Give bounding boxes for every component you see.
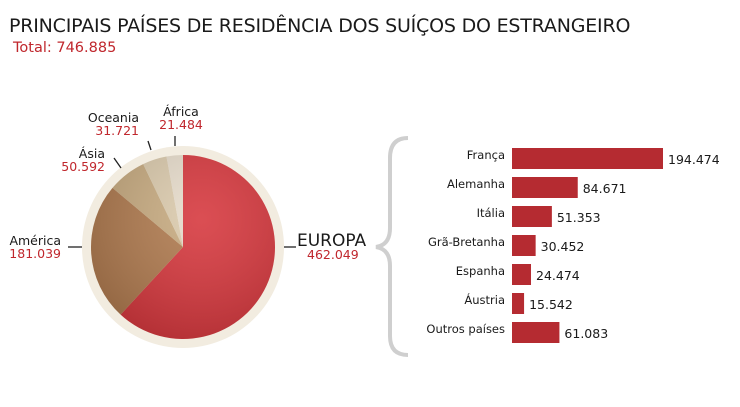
bar	[512, 293, 525, 314]
bar-category-label: Grã-Bretanha	[428, 235, 505, 249]
leader-line	[113, 157, 122, 169]
bar-category-label: Áustria	[464, 292, 505, 307]
bar-category-label: Itália	[477, 206, 505, 220]
bar	[512, 177, 578, 198]
brace	[375, 136, 409, 357]
pie-slices	[90, 155, 276, 340]
bar	[512, 322, 560, 343]
slice-value: 462.049	[307, 247, 359, 262]
slice-label: Ásia	[79, 146, 105, 161]
slice-label: Oceania	[88, 110, 139, 125]
slice-value: 181.039	[9, 246, 61, 261]
slice-label: África	[163, 104, 199, 119]
bar	[512, 264, 532, 285]
bar-value-label: 194.474	[668, 152, 720, 167]
bar-value-label: 24.474	[536, 268, 580, 283]
bar-value-label: 30.452	[541, 239, 585, 254]
bar-category-label: Espanha	[456, 264, 505, 278]
bar-category-label: Outros países	[426, 322, 505, 336]
slice-value: 50.592	[61, 159, 105, 174]
bar-chart: França 194.474 Alemanha 84.671 Itália 51.353 G…	[426, 148, 720, 343]
slice-label: América	[9, 233, 61, 248]
bar-value-label: 15.542	[529, 297, 573, 312]
bar-value-label: 84.671	[583, 181, 627, 196]
chart-subtitle-total: Total: 746.885	[13, 40, 117, 56]
slice-value: 31.721	[95, 123, 139, 138]
bar-value-label: 51.353	[557, 210, 601, 225]
slice-value: 21.484	[159, 117, 203, 132]
leader-line	[147, 140, 152, 151]
bar	[512, 148, 663, 169]
slice-label: EUROPA	[297, 231, 367, 251]
bar	[512, 235, 536, 256]
bar-value-label: 61.083	[564, 326, 608, 341]
chart-title: PRINCIPAIS PAÍSES DE RESIDÊNCIA DOS SUÍÇ…	[9, 15, 631, 37]
bar-category-label: França	[467, 148, 505, 162]
bar-category-label: Alemanha	[447, 177, 505, 191]
bar	[512, 206, 552, 227]
